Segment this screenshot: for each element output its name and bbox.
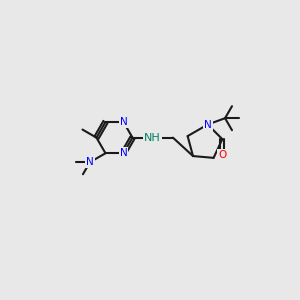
Text: N: N	[120, 117, 128, 127]
Text: N: N	[204, 119, 212, 130]
Text: N: N	[120, 148, 128, 158]
Text: O: O	[218, 150, 226, 160]
Text: N: N	[86, 157, 94, 167]
Text: NH: NH	[144, 133, 160, 142]
